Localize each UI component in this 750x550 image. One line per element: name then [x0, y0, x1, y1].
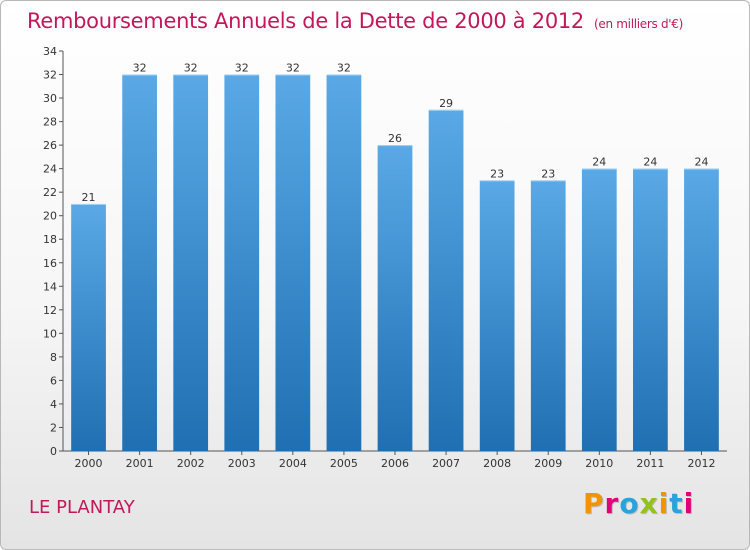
- logo-letter: i: [683, 487, 695, 520]
- y-tick-label: 28: [43, 116, 57, 129]
- data-label: 32: [235, 62, 249, 75]
- proxiti-logo: Proxiti: [583, 487, 694, 520]
- x-tick-label: 2012: [687, 457, 715, 470]
- y-tick-label: 8: [50, 351, 57, 364]
- bar: [479, 180, 515, 452]
- data-label: 32: [286, 62, 300, 75]
- x-tick-label: 2001: [126, 457, 154, 470]
- logo-letter: P: [583, 487, 605, 520]
- y-tick-label: 4: [50, 398, 57, 411]
- logo-letter: r: [604, 487, 620, 520]
- x-tick-label: 2002: [177, 457, 205, 470]
- data-label: 21: [82, 191, 96, 204]
- x-tick-label: 2009: [534, 457, 562, 470]
- y-tick-label: 20: [43, 210, 57, 223]
- data-label: 29: [439, 97, 453, 110]
- bar: [633, 168, 668, 451]
- x-tick-label: 2006: [381, 457, 409, 470]
- x-tick-label: 2011: [636, 457, 664, 470]
- chart-unit: (en milliers d'€): [594, 17, 684, 31]
- y-tick-label: 16: [43, 257, 57, 270]
- data-label: 24: [694, 156, 708, 169]
- bars: [71, 74, 719, 452]
- data-label: 26: [388, 132, 402, 145]
- y-tick-label: 14: [43, 280, 57, 293]
- bar: [581, 168, 617, 451]
- data-label: 32: [133, 62, 147, 75]
- x-tick-label: 2008: [483, 457, 511, 470]
- y-tick-label: 26: [43, 139, 57, 152]
- chart-title: Remboursements Annuels de la Dette de 20…: [27, 9, 683, 33]
- data-label: 32: [337, 62, 351, 75]
- commune-name: LE PLANTAY: [29, 497, 135, 518]
- bar: [428, 109, 464, 451]
- x-tick-label: 2003: [228, 457, 256, 470]
- y-tick-label: 18: [43, 233, 57, 246]
- data-label: 23: [541, 167, 555, 180]
- x-tick-label: 2004: [279, 457, 307, 470]
- y-tick-label: 10: [43, 327, 57, 340]
- data-label: 32: [184, 62, 198, 75]
- y-tick-label: 30: [43, 92, 57, 105]
- y-tick-label: 24: [43, 163, 57, 176]
- x-tick-label: 2005: [330, 457, 358, 470]
- bar: [530, 180, 566, 452]
- bar: [122, 74, 157, 451]
- logo-letter: o: [619, 487, 640, 520]
- bar: [173, 74, 209, 451]
- bar: [224, 74, 260, 451]
- data-label: 24: [592, 156, 606, 169]
- data-label: 23: [490, 167, 504, 180]
- bar: [377, 145, 413, 451]
- data-labels: 21 32 32 32 32 32 26 29 23 23 24 24 24: [82, 62, 709, 204]
- y-tick-label: 34: [43, 45, 57, 58]
- y-tick-label: 0: [50, 445, 57, 458]
- bar: [326, 74, 362, 451]
- bar: [684, 168, 719, 451]
- y-tick-label: 2: [50, 421, 57, 434]
- logo-letter: t: [669, 487, 684, 520]
- x-tick-label: 2000: [75, 457, 103, 470]
- y-tick-label: 6: [50, 374, 57, 387]
- x-tick-label: 2010: [585, 457, 613, 470]
- y-tick-label: 12: [43, 304, 57, 317]
- y-tick-label: 22: [43, 186, 57, 199]
- chart-title-text: Remboursements Annuels de la Dette de 20…: [27, 9, 584, 33]
- logo-letter: i: [658, 487, 670, 520]
- logo-letter: x: [639, 487, 659, 520]
- bar: [275, 74, 311, 451]
- x-tick-label: 2007: [432, 457, 460, 470]
- data-label: 24: [643, 156, 657, 169]
- y-tick-label: 32: [43, 69, 57, 82]
- bar: [71, 203, 106, 451]
